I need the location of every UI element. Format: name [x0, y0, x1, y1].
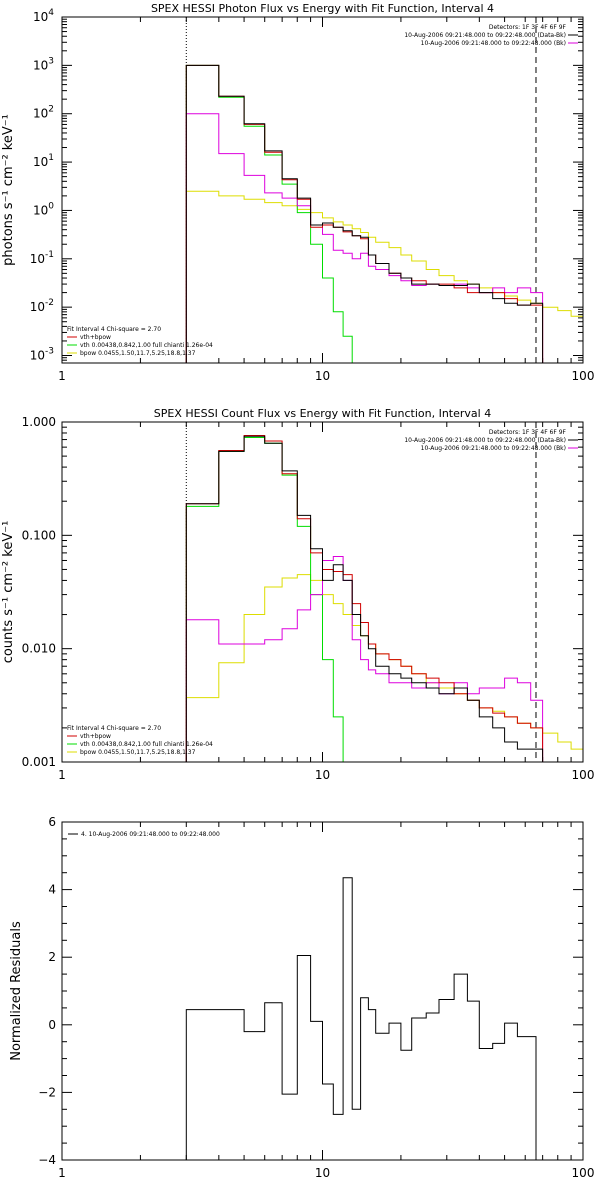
y-tick-label: 102	[33, 105, 54, 121]
series-data-line	[185, 64, 544, 363]
y-tick-label: 10-2	[30, 298, 54, 314]
chart-title: SPEX HESSI Count Flux vs Energy with Fit…	[154, 407, 491, 420]
plot-frame	[61, 821, 584, 1161]
y-tick-label: 10-1	[30, 250, 54, 266]
y-tick-label: 0	[48, 1018, 56, 1032]
x-tick-label: 10	[315, 768, 330, 782]
series-bkg-line	[185, 556, 544, 762]
legend-entry-text: 10-Aug-2006 09:21:48.000 to 09:22:48.000…	[404, 437, 566, 444]
legend-entry-text: 10-Aug-2006 09:21:48.000 to 09:22:48.000…	[421, 40, 566, 47]
y-tick-base: 10	[30, 252, 45, 266]
series-bpow-line	[185, 190, 583, 363]
y-tick-exponent: 4	[48, 8, 54, 18]
legend-entry-text: vth+bpow	[80, 334, 111, 341]
y-tick-base: 10	[30, 349, 45, 363]
x-tick-label: 10	[315, 369, 330, 383]
legend-entry-text: Fit Interval 4 Chi-square = 2.70	[67, 326, 161, 333]
legend-entry-text: bpow 0.0455,1.50,11.7,5.25,18.8,1.37	[80, 749, 196, 756]
x-tick-label: 1	[58, 768, 66, 782]
y-tick-base: 10	[33, 155, 48, 169]
legend-entry-text: 10-Aug-2006 09:21:48.000 to 09:22:48.000…	[404, 32, 566, 39]
y-tick-label: 0.001	[22, 755, 56, 769]
y-tick-exponent: -2	[45, 298, 54, 308]
legend-entry-text: Detectors: 1F 3F 4F 6F 9F	[489, 429, 567, 436]
y-tick-label: 0.100	[22, 528, 56, 542]
y-tick-base: 10	[33, 203, 48, 217]
y-tick-exponent: 3	[48, 56, 54, 66]
legend-entry-text: 10-Aug-2006 09:21:48.000 to 09:22:48.000…	[421, 445, 566, 452]
residuals-panel: Normalized Residuals 1 10 100 −4 −2 0 2 4 6 4. 10-…	[9, 815, 594, 1180]
x-tick-label: 100	[572, 369, 595, 383]
y-tick-exponent: 2	[48, 105, 54, 115]
legend-entry-text: bpow 0.0455,1.50,11.7,5.25,18.8,1.37	[80, 350, 196, 357]
series-total-line	[185, 64, 544, 363]
y-tick-exponent: 0	[48, 201, 54, 211]
y-tick-base: 10	[33, 107, 48, 121]
y-tick-exponent: -3	[45, 347, 54, 357]
y-tick-label: −2	[38, 1085, 56, 1099]
series-vth-line	[185, 64, 361, 363]
y-axis-label: counts s⁻¹ cm⁻² keV⁻¹	[1, 521, 16, 664]
y-tick-label: −4	[38, 1153, 56, 1167]
y-tick-label: 1.000	[22, 415, 56, 429]
series-bpow-line	[185, 574, 583, 762]
y-tick-base: 10	[33, 10, 48, 24]
y-tick-label: 0.010	[22, 642, 56, 656]
legend-entry-text: vth+bpow	[80, 733, 111, 740]
y-tick-exponent: -1	[45, 250, 54, 260]
y-tick-label: 10-3	[30, 347, 54, 363]
y-tick-label: 103	[33, 56, 54, 72]
legend-entry-text: 4. 10-Aug-2006 09:21:48.000 to 09:22:48.…	[81, 831, 220, 838]
plot-frame	[61, 16, 584, 364]
series-data-line	[185, 435, 544, 762]
y-tick-label: 101	[33, 153, 54, 169]
legend-entry-text: vth 0.00438,0.842,1.00 full chianti 1.26…	[80, 741, 213, 748]
series-data-line	[185, 877, 537, 1160]
chart-title: SPEX HESSI Photon Flux vs Energy with Fi…	[151, 2, 494, 15]
y-tick-base: 10	[30, 300, 45, 314]
legend: 4. 10-Aug-2006 09:21:48.000 to 09:22:48.…	[68, 831, 220, 838]
y-tick-label: 104	[33, 8, 54, 24]
y-axis-label: Normalized Residuals	[9, 921, 24, 1061]
photon-flux-panel: SPEX HESSI Photon Flux vs Energy with Fi…	[1, 2, 594, 383]
series-bkg-line	[185, 113, 544, 363]
x-tick-label: 100	[572, 768, 595, 782]
x-tick-label: 10	[315, 1166, 330, 1180]
plot-frame	[61, 421, 584, 763]
y-axis-label: photons s⁻¹ cm⁻² keV⁻¹	[1, 114, 16, 266]
legend-entry-text: vth 0.00438,0.842,1.00 full chianti 1.26…	[80, 342, 213, 349]
x-tick-label: 1	[58, 1166, 66, 1180]
y-tick-label: 6	[48, 815, 56, 829]
x-tick-label: 100	[572, 1166, 595, 1180]
y-tick-label: 2	[48, 950, 56, 964]
count-flux-panel: SPEX HESSI Count Flux vs Energy with Fit…	[1, 407, 594, 782]
y-tick-label: 100	[33, 201, 54, 217]
y-tick-base: 10	[33, 58, 48, 72]
legend-entry-text: Fit Interval 4 Chi-square = 2.70	[67, 725, 161, 732]
y-tick-exponent: 1	[48, 153, 54, 163]
y-tick-label: 4	[48, 883, 56, 897]
series-vth-line	[185, 437, 353, 762]
legend-entry-text: Detectors: 1F 3F 4F 6F 9F	[489, 24, 567, 31]
series-total-line	[185, 435, 544, 762]
x-tick-label: 1	[58, 369, 66, 383]
